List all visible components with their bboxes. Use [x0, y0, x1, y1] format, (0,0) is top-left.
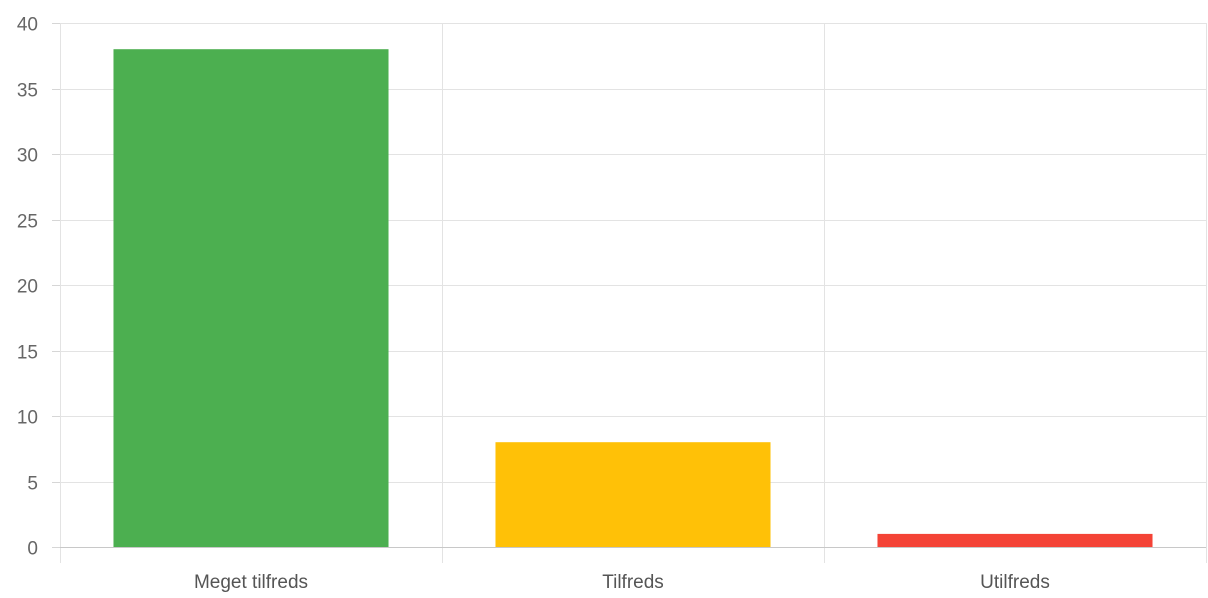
axes [52, 23, 1206, 548]
y-tick-label: 10 [17, 408, 38, 429]
x-tick-label: Utilfreds [980, 572, 1050, 593]
x-tick-label: Tilfreds [602, 572, 664, 593]
bars [113, 49, 1153, 547]
bar-utilfreds[interactable] [877, 533, 1153, 547]
bar-tilfreds[interactable] [495, 442, 771, 547]
y-tick-label: 35 [17, 81, 38, 102]
x-tick-label: Meget tilfreds [194, 572, 308, 593]
y-tick-label: 20 [17, 277, 38, 298]
y-tick-label: 25 [17, 212, 38, 233]
bar-meget-tilfreds[interactable] [113, 49, 389, 547]
y-tick-label: 0 [27, 539, 38, 560]
y-tick-label: 30 [17, 146, 38, 167]
y-tick-label: 5 [27, 474, 38, 495]
y-tick-label: 15 [17, 343, 38, 364]
tick-labels: 0 5 10 15 20 25 30 35 40 Meget tilfreds Tilfreds Ut… [17, 15, 1050, 594]
y-tick-label: 40 [17, 15, 38, 36]
